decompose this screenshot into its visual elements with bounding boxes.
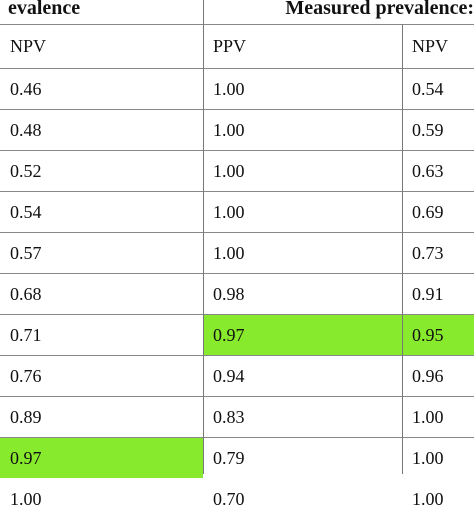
table-cell: 0.89 [10, 407, 42, 427]
table-cell: 0.70 [213, 489, 245, 509]
table-cell: 1.00 [412, 407, 444, 427]
row-rule [0, 355, 474, 356]
table-cell: 0.57 [10, 243, 42, 263]
table-cell: 0.76 [10, 366, 42, 386]
column-header: NPV [412, 36, 449, 56]
table-cell: 0.94 [213, 366, 245, 386]
column-divider [402, 24, 403, 474]
table-cell: 0.95 [402, 315, 474, 355]
table-cell: 0.59 [412, 120, 444, 140]
row-rule [0, 437, 474, 438]
table-cell: 0.97 [0, 438, 203, 478]
row-rule [0, 150, 474, 151]
table-cell: 0.52 [10, 161, 42, 181]
table-cell: 0.91 [412, 284, 444, 304]
row-rule [0, 232, 474, 233]
table-cell: 0.68 [10, 284, 42, 304]
table-cell: 1.00 [412, 448, 444, 468]
column-header: NPV [10, 36, 47, 56]
column-divider [203, 0, 204, 474]
table-cell: 0.46 [10, 79, 42, 99]
table-cell: 0.97 [203, 315, 402, 355]
table-cell: 0.83 [213, 407, 245, 427]
group-header-left: evalence [8, 0, 81, 19]
table-cell: 1.00 [213, 161, 245, 181]
column-header: PPV [213, 36, 247, 56]
table-cell: 1.00 [213, 120, 245, 140]
table-cell: 1.00 [213, 79, 245, 99]
table-cell: 1.00 [412, 489, 444, 509]
row-rule [0, 273, 474, 274]
row-rule [0, 109, 474, 110]
table-cell: 1.00 [10, 489, 42, 509]
group-header-right: Measured prevalence: [285, 0, 474, 19]
table-cell: 0.54 [10, 202, 42, 222]
row-rule [0, 68, 474, 69]
table-cell: 0.73 [412, 243, 444, 263]
table-cell: 0.98 [213, 284, 245, 304]
table-cell: 0.71 [10, 325, 42, 345]
group-header-row: evalence Measured prevalence: [0, 0, 474, 24]
table-cell: 0.79 [213, 448, 245, 468]
table-cell: 0.96 [412, 366, 444, 386]
row-rule [0, 396, 474, 397]
table-cell: 0.54 [412, 79, 444, 99]
table-cell: 1.00 [213, 202, 245, 222]
row-rule [0, 314, 474, 315]
header-rule [0, 24, 474, 25]
table-cell: 0.63 [412, 161, 444, 181]
table-cell: 1.00 [213, 243, 245, 263]
table-cell: 0.48 [10, 120, 42, 140]
table-cell: 0.69 [412, 202, 444, 222]
row-rule [0, 191, 474, 192]
